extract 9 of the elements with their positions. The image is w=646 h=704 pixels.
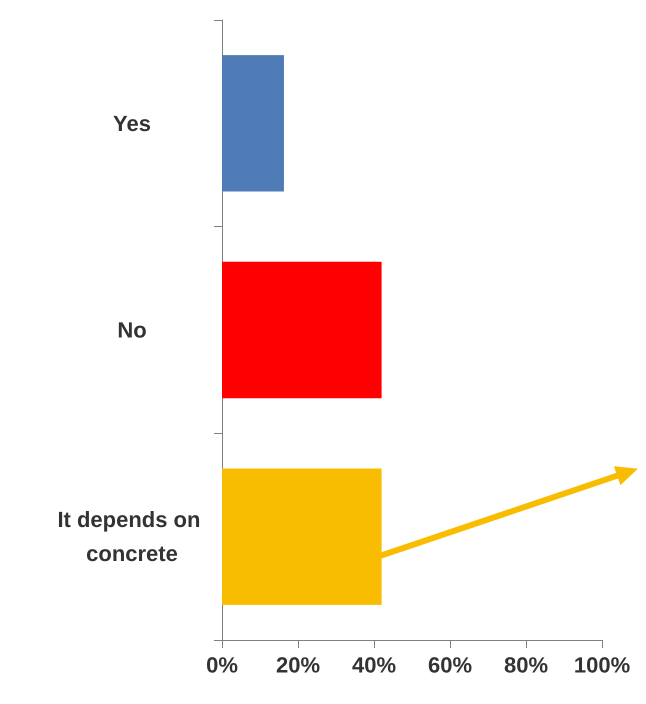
x-tick-label: 40% xyxy=(352,652,396,678)
y-tick-label: It depends on concrete xyxy=(57,507,207,566)
x-tick-label: 20% xyxy=(276,652,320,678)
x-tick-label: 80% xyxy=(504,652,548,678)
x-tick-label: 60% xyxy=(428,652,472,678)
x-tick-label: 0% xyxy=(206,652,238,678)
x-tick-label: 100% xyxy=(574,652,630,678)
y-tick-label: No xyxy=(117,318,147,342)
y-tick-label: Yes xyxy=(113,110,151,136)
